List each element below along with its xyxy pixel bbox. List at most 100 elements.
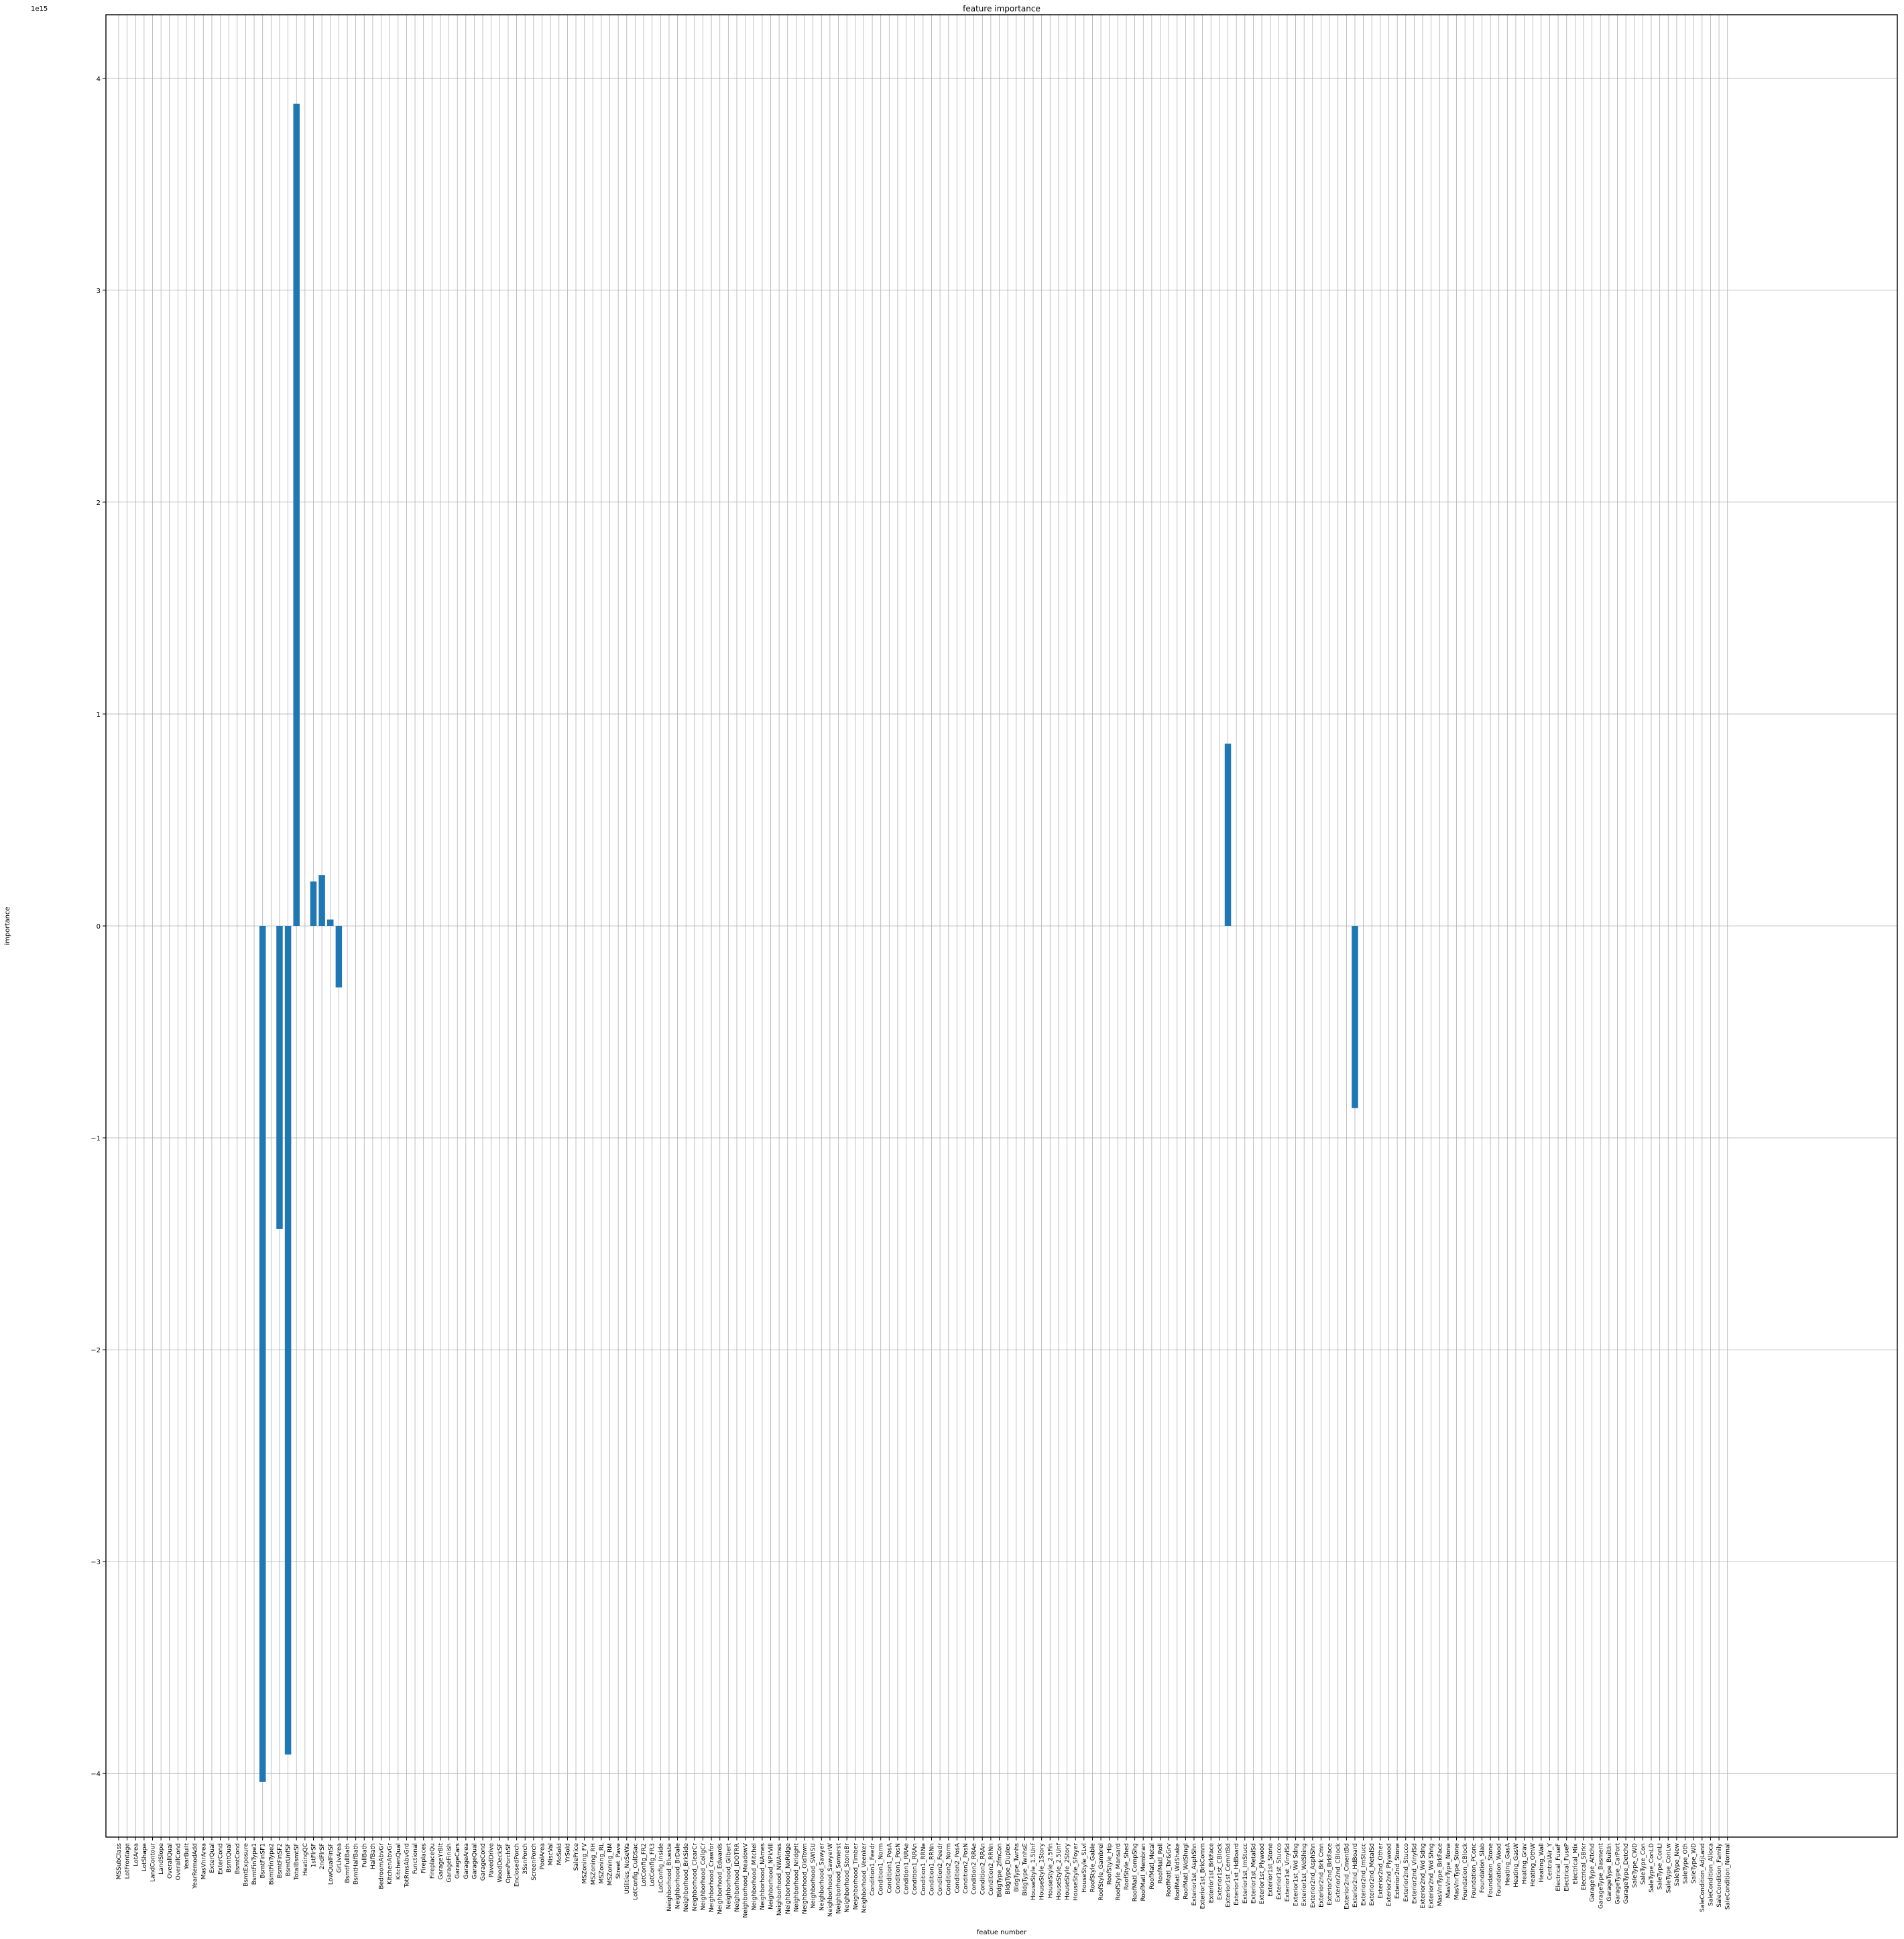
x-tick-label: ExterQual <box>209 1843 216 1873</box>
x-tick-label: BsmtCond <box>235 1843 241 1874</box>
x-tick-label: CentralAir_Y <box>1547 1842 1553 1880</box>
x-tick-label: SaleType_ConLD <box>1649 1843 1655 1893</box>
x-tick-label: RoofMatl_WdShake <box>1175 1843 1181 1901</box>
x-tick-label: Exterior1st_VinylSd <box>1285 1843 1291 1901</box>
x-tick-label: SaleType_WD <box>1691 1843 1698 1883</box>
x-tick-label: RoofStyle_Gambrel <box>1098 1843 1105 1901</box>
x-tick-label: Condition1_RRAn <box>912 1843 918 1895</box>
y-tick-label: 1 <box>97 711 101 719</box>
x-tick-label: Exterior2nd_Stucco <box>1403 1843 1410 1902</box>
x-tick-label: GarageType_Basment <box>1598 1843 1604 1909</box>
x-tick-label: Exterior2nd_Other <box>1378 1843 1384 1899</box>
x-tick-label: MSZoning_FV <box>582 1842 589 1883</box>
x-tick-label: Condition1_Feedr <box>870 1843 876 1896</box>
x-tick-label: Exterior2nd_CBlock <box>1335 1842 1342 1902</box>
x-tick-label: Condition1_RRNn <box>929 1843 935 1895</box>
x-tick-label: Exterior2nd_HdBoard <box>1352 1843 1359 1907</box>
x-tick-label: Neighborhood_Timber <box>853 1843 859 1910</box>
x-tick-label: Exterior1st_Plywood <box>1259 1843 1266 1904</box>
x-tick-label: OverallQual <box>167 1843 174 1879</box>
x-tick-label: ScreenPorch <box>531 1843 538 1881</box>
y-tick-label: 3 <box>97 288 101 295</box>
x-tick-label: SaleType_Oth <box>1683 1843 1689 1884</box>
x-tick-label: HeatingQC <box>302 1843 309 1876</box>
x-tick-label: LotConfig_CulDSac <box>632 1843 639 1900</box>
x-tick-label: Neighborhood_SawyerW <box>827 1843 834 1917</box>
x-tick-label: Neighborhood_CollgCr <box>700 1843 707 1911</box>
x-tick-label: RoofStyle_Mansard <box>1115 1843 1122 1901</box>
y-tick-label: 4 <box>97 76 101 83</box>
x-tick-label: LotShape <box>141 1843 148 1872</box>
y-tick-label: −2 <box>91 1347 101 1354</box>
x-tick-label: LandSlope <box>158 1843 165 1875</box>
x-tick-label: GarageCars <box>455 1843 461 1879</box>
x-tick-label: RoofMatl_Metal <box>1149 1843 1156 1889</box>
x-tick-label: Condition2_RRNn <box>988 1843 995 1895</box>
x-tick-label: SaleCondition_Normal <box>1725 1843 1732 1909</box>
x-tick-label: SaleCondition_Alloca <box>1708 1843 1714 1906</box>
x-tick-label: LotArea <box>133 1843 139 1867</box>
y-tick-label: 0 <box>97 923 101 931</box>
x-tick-label: Utilities_NoSeWa <box>624 1843 631 1894</box>
x-tick-label: Exterior1st_AsphShn <box>1191 1843 1198 1905</box>
y-axis: −4 −3 −2 −1 0 1 2 3 4 <box>91 76 106 1778</box>
x-tick-label: HalfBath <box>370 1843 377 1869</box>
x-tick-label: LotFrontage <box>125 1843 131 1879</box>
x-tick-label: 2ndFlrSF <box>319 1843 326 1869</box>
x-tick-label: Neighborhood_SWISU <box>811 1843 817 1908</box>
x-tick-label: BsmtHalfBath <box>353 1843 360 1885</box>
x-tick-label: Neighborhood_Gilbert <box>725 1843 732 1909</box>
bar-2ndFlrSF <box>318 875 325 926</box>
x-tick-label: Neighborhood_ClearCr <box>692 1843 699 1912</box>
x-tick-label: YrSold <box>564 1843 571 1863</box>
x-tick-label: BsmtFinType1 <box>251 1843 258 1885</box>
x-tick-label: MSZoning_RH <box>590 1843 597 1885</box>
x-tick-label: Condition2_PosN <box>963 1843 969 1893</box>
x-tick-label: BsmtUnfSF <box>286 1843 292 1877</box>
x-tick-label: RoofStyle_Shed <box>1124 1843 1130 1890</box>
x-tick-label: Neighborhood_BrkSide <box>683 1843 690 1912</box>
x-tick-label: BldgType_Duplex <box>1005 1842 1012 1894</box>
bar-Exterior1st_CemntBd <box>1224 744 1232 926</box>
x-tick-label: FireplaceQu <box>429 1843 436 1879</box>
x-tick-label: Neighborhood_Sawyer <box>819 1843 825 1911</box>
x-tick-label: KitchenQual <box>396 1843 402 1880</box>
x-tick-label: Condition2_Norm <box>946 1843 953 1895</box>
x-tick-label: OpenPorchSF <box>505 1843 512 1883</box>
x-tick-label: Street_Pave <box>615 1843 622 1879</box>
x-tick-label: MasVnrArea <box>200 1843 207 1879</box>
x-tick-label: PavedDrive <box>489 1843 495 1878</box>
x-tick-label: Neighborhood_NPkVill <box>768 1843 775 1909</box>
x-tick-label: Exterior2nd_Stone <box>1394 1843 1401 1899</box>
x-tick-label: Condition1_PosN <box>895 1843 902 1893</box>
x-tick-label: MiscVal <box>548 1843 554 1865</box>
x-tick-label: GarageType_BuiltIn <box>1606 1843 1613 1901</box>
x-tick-label: Neighborhood_NWAmes <box>776 1843 783 1916</box>
x-tick-label: HouseStyle_2.5Unf <box>1056 1842 1063 1900</box>
x-tick-label: PoolArea <box>540 1843 546 1869</box>
x-tick-label: WoodDeckSF <box>497 1843 503 1883</box>
x-tick-label: Electrical_FuseP <box>1564 1842 1571 1891</box>
x-tick-label: RoofMatl_Tar&Grv <box>1166 1842 1173 1897</box>
x-tick-label: Foundation_PConc <box>1471 1843 1478 1899</box>
bar-Exterior2nd_HdBoard <box>1352 926 1358 1108</box>
x-tick-label: SaleType_ConLI <box>1657 1843 1664 1890</box>
x-tick-label: GarageType_Attchd <box>1590 1843 1596 1902</box>
x-tick-label: Neighborhood_StoneBr <box>844 1843 851 1913</box>
x-tick-label: Exterior2nd_BrkFace <box>1327 1843 1333 1905</box>
y-axis-label: importance <box>4 906 11 945</box>
x-tick-label: Exterior2nd_CmentBd <box>1344 1843 1350 1909</box>
bar-BsmtUnfSF <box>284 926 292 1755</box>
x-tick-label: Exterior2nd_Plywood <box>1386 1843 1393 1906</box>
x-tick-label: GarageType_Detchd <box>1623 1843 1630 1904</box>
bar-TotalBsmtSF <box>293 103 300 927</box>
x-tick-label: Condition2_RRAe <box>971 1843 978 1895</box>
x-tick-label: BsmtExposure <box>243 1843 249 1887</box>
x-tick-label: Electrical_SBrkr <box>1581 1843 1588 1891</box>
x-tick-label: TotRmsAbvGrd <box>404 1843 410 1888</box>
x-tick-label: MasVnrType_BrkFace <box>1437 1843 1443 1907</box>
bar-GrLivArea <box>335 926 343 988</box>
x-tick-label: BldgType_Twnhs <box>1014 1843 1020 1892</box>
x-tick-label: Heating_Grav <box>1522 1842 1529 1884</box>
